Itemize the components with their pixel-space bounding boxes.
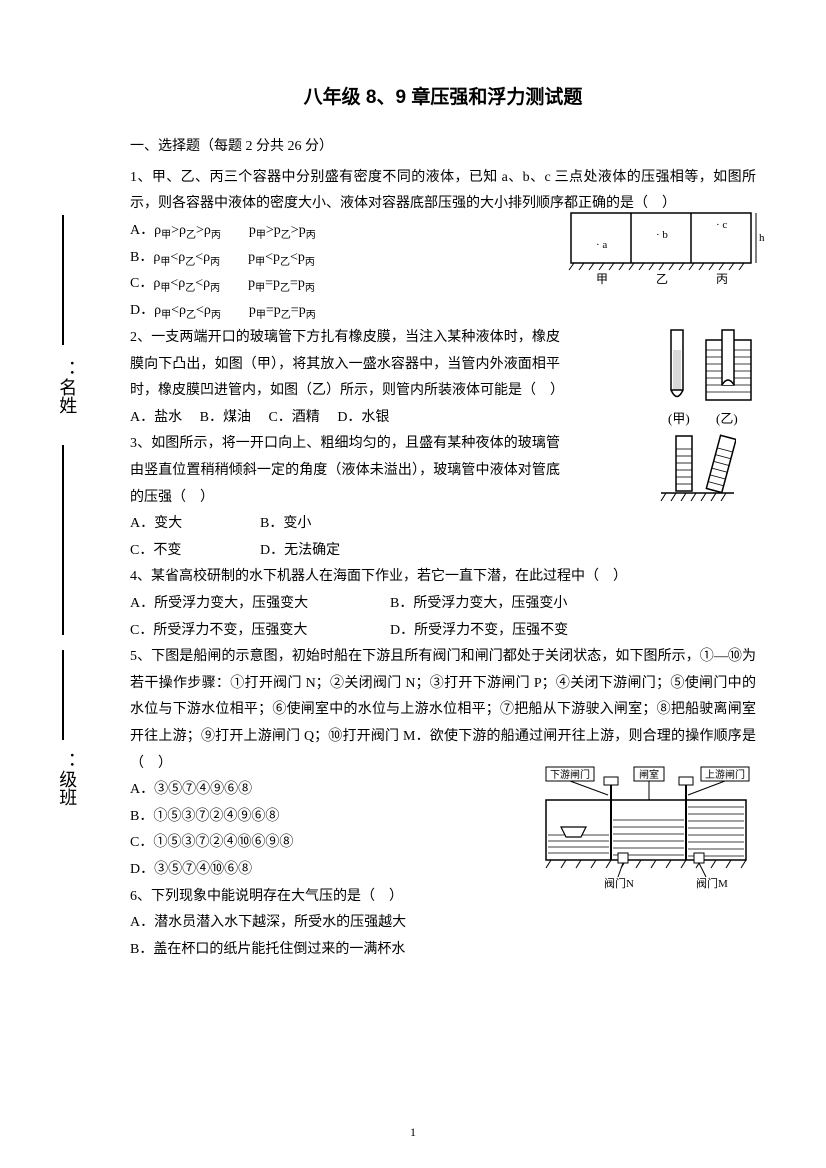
q3-opt-d: D．无法确定 (260, 543, 340, 558)
q5-figure: 下游闸门 闸室 上游闸门 阀门N 阀门M (526, 765, 766, 900)
q2-opt-a: A．盐水 (130, 410, 182, 425)
q3-opt-b: B．变小 (260, 516, 311, 531)
q3-options: A．变大B．变小 C．不变D．无法确定 (130, 511, 756, 564)
q3-opt-c: C．不变 (130, 538, 260, 565)
page-title: 八年级 8、9 章压强和浮力测试题 (130, 80, 756, 116)
svg-text:h: h (759, 232, 765, 244)
q1-opt-d: D．ρ甲<ρ乙<ρ丙 p甲=p乙=p丙 (130, 298, 756, 325)
page-content: 八年级 8、9 章压强和浮力测试题 一、选择题（每题 2 分共 26 分） 1、… (0, 0, 826, 993)
q2-opt-d: D．水银 (337, 410, 389, 425)
svg-text:甲: 甲 (596, 272, 608, 286)
q1-options: A．ρ甲>ρ乙>ρ丙 p甲>p乙>p丙 B．ρ甲<ρ乙<ρ丙 p甲<p乙<p丙 … (130, 218, 756, 325)
q1-figure: · a · b · c h 甲 乙 丙 (566, 208, 766, 288)
svg-text:· a: · a (596, 239, 607, 251)
question-4: 4、某省高校研制的水下机器人在海面下作业，若它一直下潜，在此过程中（ ） A．所… (130, 564, 756, 644)
question-6: 6、下列现象中能说明存在大气压的是（ ） A．潜水员潜入水下越深，所受水的压强越… (130, 884, 756, 964)
q4-opt-a: A．所受浮力变大，压强变大 (130, 591, 390, 618)
svg-text:· b: · b (656, 229, 668, 241)
svg-text:· c: · c (716, 219, 727, 231)
svg-text:上游闸门: 上游闸门 (705, 768, 745, 781)
svg-text:下游闸门: 下游闸门 (550, 768, 590, 781)
svg-text:闸室: 闸室 (639, 768, 659, 781)
q4-stem: 4、某省高校研制的水下机器人在海面下作业，若它一直下潜，在此过程中（ ） (130, 564, 756, 591)
svg-text:(甲): (甲) (668, 411, 690, 426)
q2-opt-b: B．煤油 (200, 410, 251, 425)
question-5: 5、下图是船闸的示意图，初始时船在下游且所有阀门和闸门都处于关闭状态，如下图所示… (130, 644, 756, 883)
q1-stem: 1、甲、乙、丙三个容器中分别盛有密度不同的液体，已知 a、b、c 三点处液体的压… (130, 170, 756, 212)
question-3: 3、如图所示，将一开口向上、粗细均匀的，且盛有某种夜体的玻璃管由竖直位置稍稍倾斜… (130, 431, 756, 564)
question-1: 1、甲、乙、丙三个容器中分别盛有密度不同的液体，已知 a、b、c 三点处液体的压… (130, 165, 756, 325)
q2-stem: 2、一支两端开口的玻璃管下方扎有橡皮膜，当注入某种液体时，橡皮膜向下凸出，如图（… (130, 325, 560, 405)
svg-text:(乙): (乙) (716, 411, 738, 426)
q3-figure (656, 431, 736, 511)
q6-opt-b: B．盖在杯口的纸片能托住倒过来的一满杯水 (130, 937, 756, 964)
q2-opt-c: C．酒精 (268, 410, 319, 425)
q4-options: A．所受浮力变大，压强变大B．所受浮力变大，压强变小 C．所受浮力不变，压强变大… (130, 591, 756, 644)
q3-opt-a: A．变大 (130, 511, 260, 538)
q5-stem: 5、下图是船闸的示意图，初始时船在下游且所有阀门和闸门都处于关闭状态，如下图所示… (130, 644, 756, 777)
svg-text:乙: 乙 (656, 272, 668, 286)
q6-opt-a: A．潜水员潜入水下越深，所受水的压强越大 (130, 910, 756, 937)
q3-stem: 3、如图所示，将一开口向上、粗细均匀的，且盛有某种夜体的玻璃管由竖直位置稍稍倾斜… (130, 431, 560, 511)
section-1-header: 一、选择题（每题 2 分共 26 分） (130, 134, 756, 161)
q4-opt-b: B．所受浮力变大，压强变小 (390, 596, 567, 611)
page-number: 1 (0, 1121, 826, 1144)
q2-figure: (甲) (乙) (656, 325, 756, 435)
q5-options: A．③⑤⑦④⑨⑥⑧ B．①⑤③⑦②④⑨⑥⑧ C．①⑤③⑦②④⑩⑥⑨⑧ D．③⑤⑦… (130, 777, 756, 883)
q4-opt-d: D．所受浮力不变，压强不变 (390, 623, 568, 638)
q6-options: A．潜水员潜入水下越深，所受水的压强越大 B．盖在杯口的纸片能托住倒过来的一满杯… (130, 910, 756, 963)
q4-opt-c: C．所受浮力不变，压强变大 (130, 618, 390, 645)
q6-stem: 6、下列现象中能说明存在大气压的是（ ） (130, 884, 756, 911)
question-2: 2、一支两端开口的玻璃管下方扎有橡皮膜，当注入某种液体时，橡皮膜向下凸出，如图（… (130, 325, 756, 431)
svg-text:丙: 丙 (716, 272, 728, 286)
